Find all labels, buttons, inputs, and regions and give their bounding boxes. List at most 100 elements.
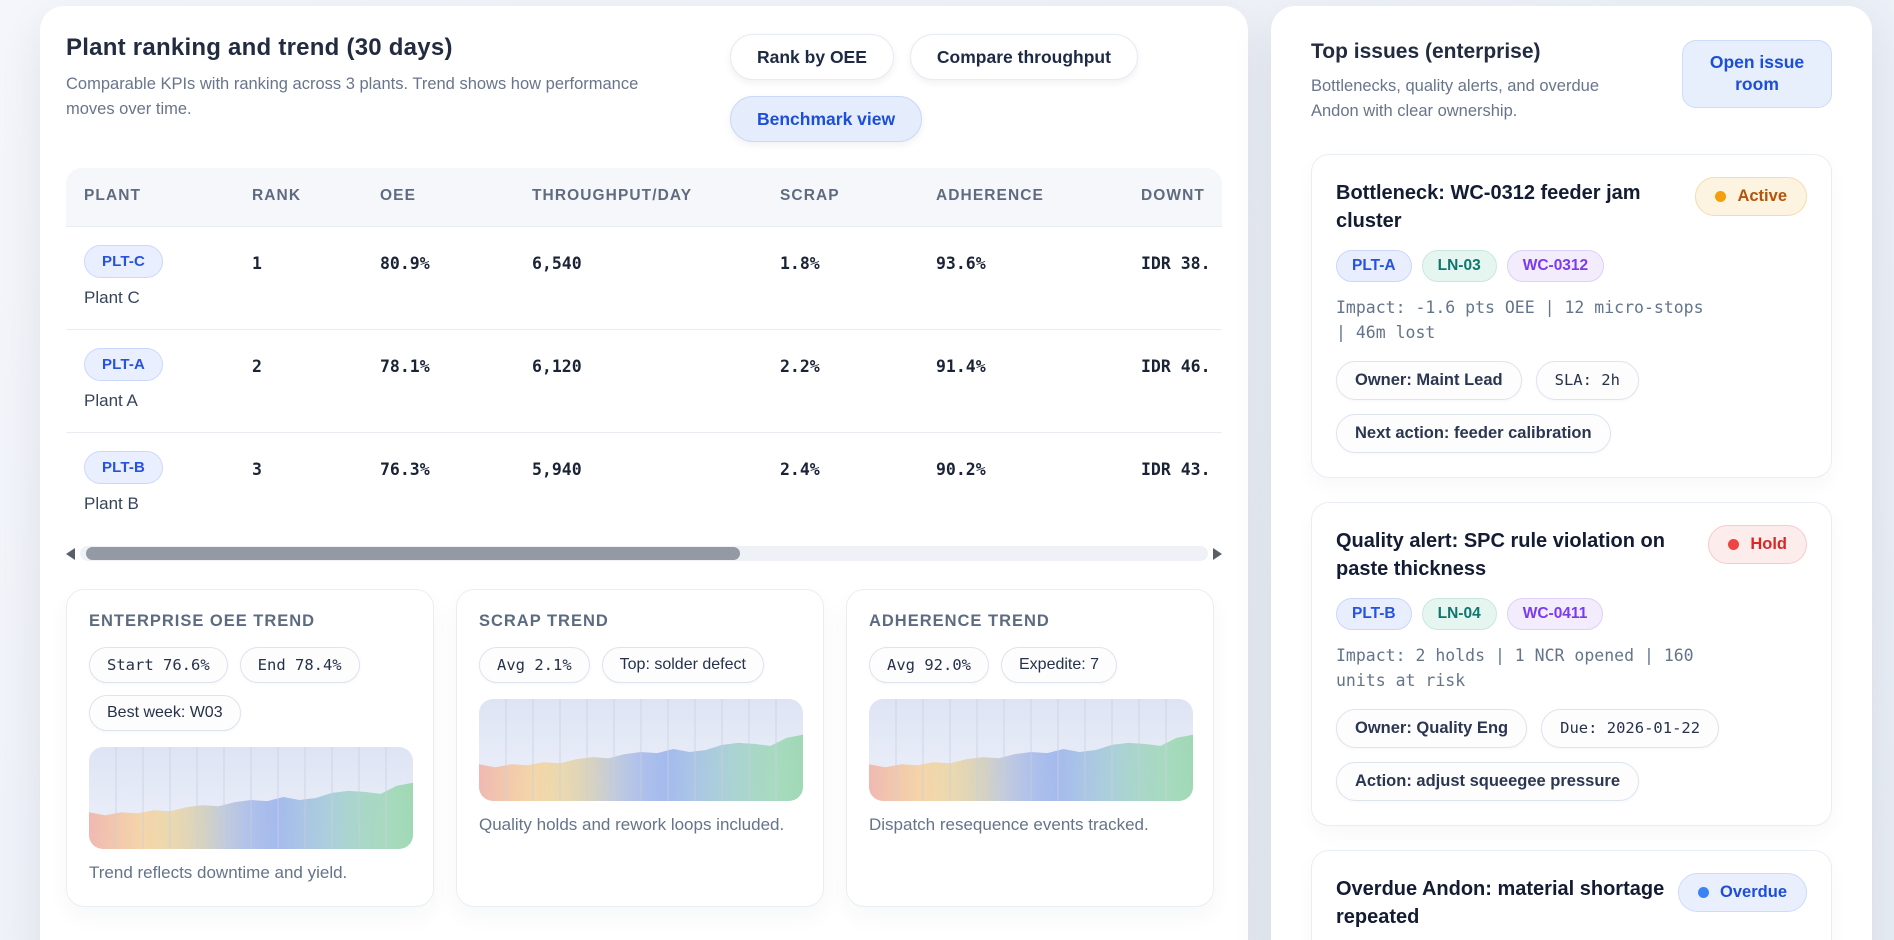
plant-cell: PLT-C Plant C	[66, 227, 234, 329]
status-label: Active	[1737, 186, 1787, 205]
ranking-action-button[interactable]: Compare throughput	[909, 34, 1138, 80]
issue-info-chip: Action: adjust squeegee pressure	[1336, 761, 1639, 801]
scrollbar-track[interactable]	[80, 546, 1208, 561]
table-row: PLT-C Plant C 1 80.9% 6,540 1.8% 93.6% I…	[66, 226, 1222, 329]
column-header: OEE	[380, 187, 416, 204]
column-header: DOWNT	[1141, 187, 1205, 204]
plant-name: Plant C	[84, 288, 140, 307]
throughput-cell: 6,120	[532, 357, 582, 376]
issue-tag: WC-0312	[1506, 249, 1605, 282]
issues-header-text: Top issues (enterprise) Bottlenecks, qua…	[1311, 40, 1641, 124]
adherence-cell: 93.6%	[936, 254, 986, 273]
scroll-right-arrow-icon[interactable]	[1213, 548, 1222, 560]
issue-impact-text: Impact: -1.6 pts OEE | 12 micro-stops | …	[1336, 297, 1704, 343]
adherence-cell: 90.2%	[936, 460, 986, 479]
trend-stat-chip: Avg 92.0%	[869, 647, 989, 683]
issue-chip-row: Owner: Maint Lead SLA: 2h Next action: f…	[1336, 360, 1776, 453]
adherence-cell: 91.4%	[936, 357, 986, 376]
issue-tag: PLT-A	[1336, 249, 1412, 282]
issue-info-chip: Due: 2026-01-22	[1541, 708, 1720, 748]
issue-tag: PLT-B	[1336, 597, 1412, 630]
column-header: ADHERENCE	[936, 187, 1044, 204]
scroll-left-arrow-icon[interactable]	[66, 548, 75, 560]
scrollbar-thumb[interactable]	[86, 547, 740, 560]
open-issue-room-button[interactable]: Open issue room	[1682, 40, 1832, 108]
issue-card: Quality alert: SPC rule violation on pas…	[1311, 501, 1832, 826]
table-horizontal-scrollbar[interactable]	[66, 545, 1222, 563]
issue-info-chip: Owner: Maint Lead	[1336, 360, 1522, 400]
downtime-cost-cell: IDR 43.	[1141, 460, 1211, 479]
oee-cell: 80.9%	[380, 254, 430, 273]
issue-info-chip: Owner: Quality Eng	[1336, 708, 1528, 748]
plant-cell: PLT-B Plant B	[66, 433, 234, 535]
status-badge: Overdue	[1678, 872, 1807, 912]
plant-code-badge: PLT-A	[84, 348, 163, 381]
scrap-cell: 2.4%	[780, 460, 820, 479]
plant-table: PLANT RANK OEE THROUGHPUT/DAY SCRAP ADHE…	[66, 168, 1222, 535]
trend-stat-chip: End 78.4%	[239, 647, 360, 683]
oee-cell: 78.1%	[380, 357, 430, 376]
downtime-cost-cell: IDR 38.	[1141, 254, 1211, 273]
plant-name: Plant B	[84, 494, 139, 513]
scrap-cell: 1.8%	[780, 254, 820, 273]
rank-cell: 1	[252, 254, 262, 273]
issue-tag: WC-0411	[1506, 597, 1604, 630]
trend-chip-row: Avg 92.0% Expedite: 7	[869, 647, 1191, 683]
issue-impact-text: Impact: 2 holds | 1 NCR opened | 160 uni…	[1336, 645, 1694, 691]
status-badge: Hold	[1708, 524, 1807, 564]
trend-chip-row: Avg 2.1% Top: solder defect	[479, 647, 801, 683]
issue-info-chip: SLA: 2h	[1535, 360, 1639, 400]
top-issues-panel: Top issues (enterprise) Bottlenecks, qua…	[1271, 6, 1872, 940]
issue-chip-row: Owner: Quality Eng Due: 2026-01-22 Actio…	[1336, 708, 1776, 801]
oee-cell: 76.3%	[380, 460, 430, 479]
status-badge: Active	[1695, 176, 1807, 216]
trend-chip-row: Start 76.6% End 78.4% Best week: W03	[89, 647, 411, 731]
issue-tag-row: PLT-A LN-03 WC-0312	[1336, 249, 1807, 282]
column-header: PLANT	[84, 187, 142, 204]
trend-caption: Quality holds and rework loops included.	[479, 815, 785, 834]
trend-stat-chip: Expedite: 7	[1001, 647, 1118, 683]
downtime-cost-cell: IDR 46.	[1141, 357, 1211, 376]
trend-stat-chip: Top: solder defect	[601, 647, 764, 683]
issue-title: Overdue Andon: material shortage repeate…	[1336, 877, 1665, 928]
trend-card-title: ADHERENCE TREND	[869, 612, 1050, 630]
trend-caption: Trend reflects downtime and yield.	[89, 863, 348, 882]
trend-card: ENTERPRISE OEE TREND Start 76.6% End 78.…	[66, 589, 434, 907]
trend-stat-chip: Best week: W03	[89, 695, 241, 731]
ranking-actions: Rank by OEE Compare throughput Benchmark…	[730, 34, 1160, 142]
ranking-title: Plant ranking and trend (30 days)	[66, 34, 453, 61]
status-dot-icon	[1698, 886, 1710, 898]
trend-stat-chip: Start 76.6%	[89, 647, 228, 683]
table-row: PLT-A Plant A 2 78.1% 6,120 2.2% 91.4% I…	[66, 329, 1222, 432]
plant-name: Plant A	[84, 391, 138, 410]
issue-info-chip: Next action: feeder calibration	[1336, 413, 1611, 453]
status-dot-icon	[1728, 538, 1740, 550]
throughput-cell: 5,940	[532, 460, 582, 479]
ranking-action-button[interactable]: Rank by OEE	[730, 34, 894, 80]
column-header: THROUGHPUT/DAY	[532, 187, 693, 204]
issue-card: Overdue Andon: material shortage repeate…	[1311, 849, 1832, 940]
throughput-cell: 6,540	[532, 254, 582, 273]
plant-code-badge: PLT-C	[84, 245, 163, 278]
trend-sparkline	[89, 747, 413, 849]
plant-ranking-card: Plant ranking and trend (30 days) Compar…	[40, 6, 1248, 940]
issues-header: Top issues (enterprise) Bottlenecks, qua…	[1311, 40, 1832, 124]
ranking-subtitle: Comparable KPIs with ranking across 3 pl…	[66, 75, 639, 118]
issue-tag-row: PLT-B LN-04 WC-0411	[1336, 597, 1807, 630]
scrap-cell: 2.2%	[780, 357, 820, 376]
status-label: Hold	[1750, 534, 1787, 553]
plant-table-header-row: PLANT RANK OEE THROUGHPUT/DAY SCRAP ADHE…	[66, 168, 1222, 226]
status-label: Overdue	[1720, 882, 1787, 901]
trend-cards-row: ENTERPRISE OEE TREND Start 76.6% End 78.…	[66, 589, 1222, 907]
ranking-action-button[interactable]: Benchmark view	[730, 96, 923, 142]
issues-title: Top issues (enterprise)	[1311, 40, 1541, 63]
column-header: SCRAP	[780, 187, 840, 204]
table-row: PLT-B Plant B 3 76.3% 5,940 2.4% 90.2% I…	[66, 432, 1222, 535]
issue-tag: LN-03	[1421, 249, 1497, 282]
issue-title: Quality alert: SPC rule violation on pas…	[1336, 529, 1665, 580]
trend-sparkline	[869, 699, 1193, 801]
trend-caption: Dispatch resequence events tracked.	[869, 815, 1149, 834]
trend-sparkline	[479, 699, 803, 801]
rank-cell: 2	[252, 357, 262, 376]
